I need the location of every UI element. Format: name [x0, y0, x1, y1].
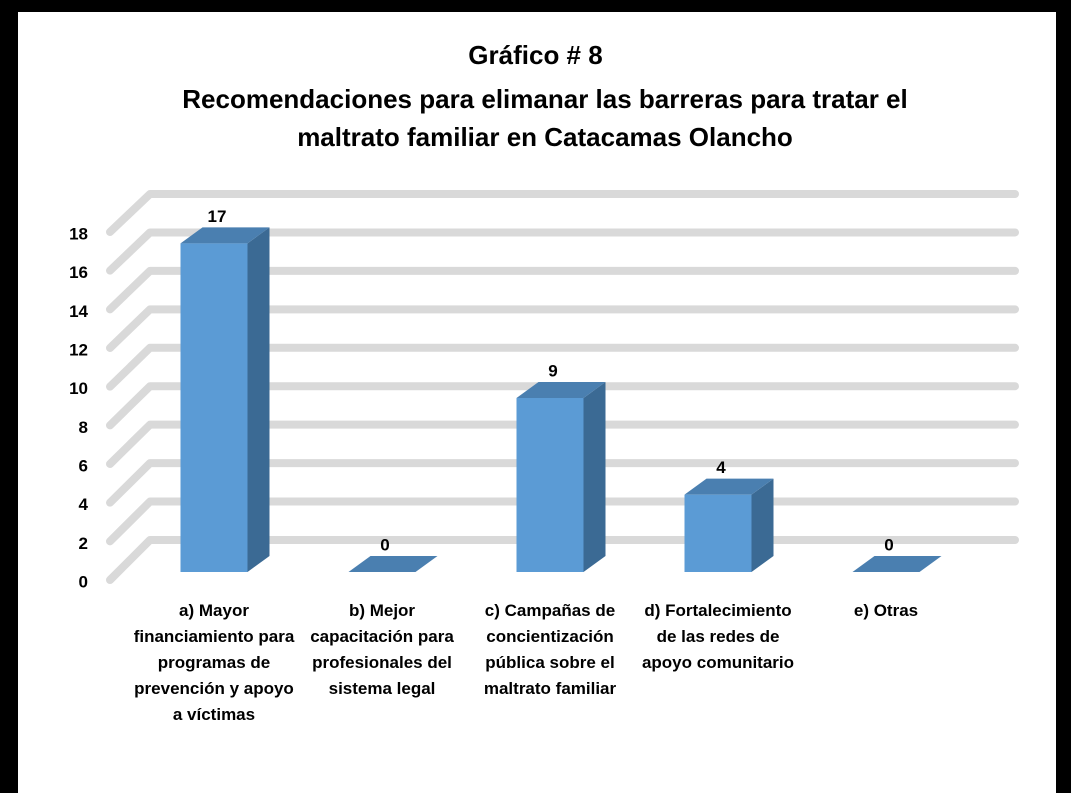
data-label: 0: [884, 535, 893, 554]
data-label: 4: [716, 458, 726, 477]
y-tick-label: 18: [69, 224, 88, 243]
bar-top: [516, 382, 606, 398]
grid-line: [106, 190, 1019, 236]
y-tick-label: 0: [79, 572, 88, 591]
bar-side: [247, 227, 270, 573]
chart-subtitle: Recomendaciones para elimanar las barrer…: [182, 84, 908, 152]
bar: [180, 243, 248, 573]
y-tick-label: 2: [79, 534, 88, 553]
grid-line: [106, 382, 1019, 430]
y-tick-label: 12: [69, 340, 88, 359]
grid-line: [106, 228, 1019, 275]
bar-top: [348, 556, 438, 572]
y-tick-label: 6: [79, 456, 88, 475]
y-tick-label: 10: [69, 379, 88, 398]
x-tick-label: a) Mayor financiamiento para programas d…: [133, 601, 295, 724]
bar: [516, 398, 584, 572]
x-tick-label: d) Fortalecimiento de las redes de apoyo…: [641, 601, 795, 672]
bar-top: [180, 227, 270, 244]
y-tick-label: 14: [69, 302, 88, 321]
grid-line: [106, 266, 1019, 314]
chart-title: Gráfico # 8: [468, 40, 603, 70]
data-label: 9: [548, 361, 557, 380]
grid-line: [106, 343, 1019, 391]
bar-top: [684, 478, 774, 495]
data-label: 0: [380, 535, 389, 554]
bar-top: [852, 556, 942, 572]
bar-side: [583, 382, 606, 572]
bar-side: [751, 478, 774, 572]
y-tick-label: 16: [69, 263, 88, 282]
grid-line: [106, 420, 1019, 468]
x-tick-label: c) Campañas de concientización pública s…: [483, 601, 617, 698]
grid-line: [106, 459, 1019, 507]
x-tick-label: e) Otras: [853, 601, 919, 620]
data-label: 17: [208, 207, 227, 226]
x-tick-label: b) Mejor capacitación para profesionales…: [310, 601, 454, 698]
bar: [684, 494, 752, 572]
y-tick-label: 4: [79, 495, 89, 514]
y-tick-label: 8: [79, 418, 88, 437]
grid-line: [106, 305, 1019, 352]
